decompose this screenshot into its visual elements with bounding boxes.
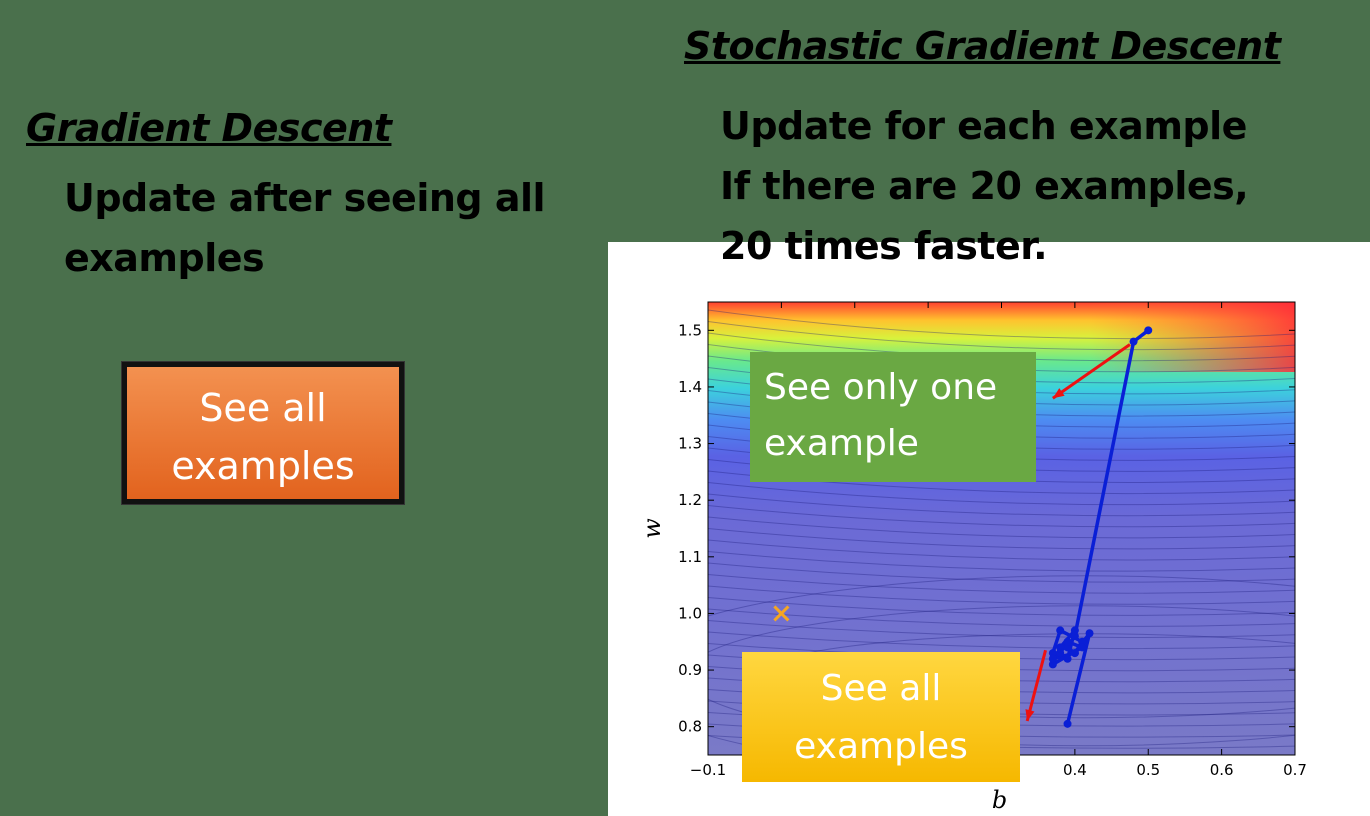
sgd-path-point bbox=[1086, 629, 1094, 637]
y-tick-label: 1.5 bbox=[678, 321, 702, 339]
x-axis-label: b bbox=[992, 786, 1007, 814]
callout-green-line-2: example bbox=[764, 416, 1036, 472]
x-tick-label: 0.7 bbox=[1283, 761, 1307, 779]
sgd-path-point bbox=[1130, 338, 1138, 346]
see-only-one-example-callout: See only one example bbox=[750, 352, 1036, 482]
y-tick-label: 1.1 bbox=[678, 548, 702, 566]
y-tick-label: 1.0 bbox=[678, 604, 702, 622]
sgd-desc-line-3: 20 times faster. bbox=[720, 216, 1248, 276]
sgd-desc-line-2: If there are 20 examples, bbox=[720, 156, 1248, 216]
sgd-path-point bbox=[1056, 649, 1064, 657]
x-tick-label: 0.6 bbox=[1210, 761, 1234, 779]
sgd-path-point bbox=[1071, 626, 1079, 634]
see-all-examples-callout-right: See all examples bbox=[742, 652, 1020, 782]
sgd-path-point bbox=[1049, 655, 1057, 663]
sgd-path-point bbox=[1071, 649, 1079, 657]
callout-green-line-1: See only one bbox=[764, 360, 1036, 416]
x-tick-label: −0.1 bbox=[690, 761, 726, 779]
callout-left-line-2: examples bbox=[127, 437, 399, 495]
y-tick-label: 0.8 bbox=[678, 718, 702, 736]
y-tick-label: 1.4 bbox=[678, 378, 702, 396]
callout-left-line-1: See all bbox=[127, 379, 399, 437]
y-tick-label: 1.2 bbox=[678, 491, 702, 509]
sgd-path-point bbox=[1056, 626, 1064, 634]
sgd-desc-line-1: Update for each example bbox=[720, 96, 1248, 156]
callout-yellow-line-1: See all bbox=[742, 660, 1020, 718]
callout-yellow-line-2: examples bbox=[742, 718, 1020, 776]
see-all-examples-callout-left: See all examples bbox=[122, 362, 404, 504]
x-tick-label: 0.4 bbox=[1063, 761, 1087, 779]
sgd-path-point bbox=[1064, 720, 1072, 728]
y-axis-label: w bbox=[638, 518, 666, 539]
sgd-path-point bbox=[1064, 638, 1072, 646]
sgd-path-point bbox=[1078, 643, 1086, 651]
sgd-path-point bbox=[1144, 326, 1152, 334]
x-tick-label: 0.5 bbox=[1136, 761, 1160, 779]
y-tick-label: 0.9 bbox=[678, 661, 702, 679]
y-tick-label: 1.3 bbox=[678, 435, 702, 453]
sgd-description: Update for each example If there are 20 … bbox=[720, 96, 1248, 276]
sgd-path-point bbox=[1064, 655, 1072, 663]
